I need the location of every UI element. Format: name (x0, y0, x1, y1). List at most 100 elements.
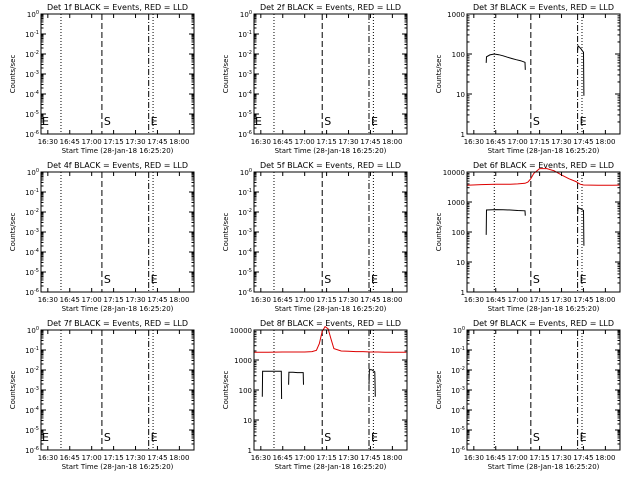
x-tick-label: 17:15 (530, 454, 550, 462)
y-tick-label: 10-6 (451, 446, 465, 455)
plot-frame (40, 171, 195, 293)
x-tick-label: 17:45 (147, 296, 167, 304)
x-axis-label: Start Time (28-Jan-18 16:25:20) (275, 463, 387, 471)
x-tick-label: 17:00 (295, 454, 315, 462)
y-tick-label: 10000 (443, 169, 465, 177)
y-tick-label: 10-6 (25, 446, 39, 455)
marker-label: S (324, 115, 331, 128)
x-tick-label: 17:45 (573, 138, 593, 146)
plot-title: Det 3f BLACK = Events, RED = LLD (473, 3, 614, 12)
y-tick-label: 100 (240, 168, 252, 177)
x-tick-label: 17:45 (360, 138, 380, 146)
x-tick-label: 17:30 (338, 296, 358, 304)
x-tick-label: 17:15 (104, 296, 124, 304)
x-tick-label: 18:00 (382, 138, 402, 146)
y-axis-label: Counts/sec (435, 371, 443, 410)
x-axis-label: Start Time (28-Jan-18 16:25:20) (488, 147, 600, 155)
x-tick-label: 17:45 (573, 454, 593, 462)
y-tick-label: 10-2 (451, 366, 465, 375)
x-tick-label: 17:00 (508, 138, 528, 146)
series-line (288, 371, 304, 385)
y-axis-label: Counts/sec (9, 371, 17, 410)
y-tick-label: 10-5 (25, 110, 39, 119)
y-tick-label: 10-6 (25, 288, 39, 297)
x-tick-label: 17:45 (360, 296, 380, 304)
x-tick-label: 16:45 (60, 296, 80, 304)
y-tick-label: 100 (453, 326, 465, 335)
x-axis-label: Start Time (28-Jan-18 16:25:20) (488, 305, 600, 313)
x-tick-label: 16:45 (60, 454, 80, 462)
plot-title: Det 7f BLACK = Events, RED = LLD (47, 319, 188, 328)
x-tick-label: 18:00 (169, 138, 189, 146)
series-line (261, 370, 283, 400)
y-tick-label: 10-2 (238, 208, 252, 217)
x-tick-label: 17:15 (104, 138, 124, 146)
x-tick-label: 17:30 (551, 296, 571, 304)
plot-frame (40, 329, 195, 451)
x-tick-label: 17:45 (147, 454, 167, 462)
x-tick-label: 17:00 (295, 138, 315, 146)
plot-title: Det 6f BLACK = Events, RED = LLD (473, 161, 614, 170)
marker-label: S (104, 115, 111, 128)
y-axis-label: Counts/sec (222, 55, 230, 94)
x-axis-label: Start Time (28-Jan-18 16:25:20) (275, 305, 387, 313)
marker-label: S (533, 431, 540, 444)
y-tick-label: 100 (452, 51, 465, 59)
y-tick-label: 10000 (230, 327, 252, 335)
x-tick-label: 16:45 (60, 138, 80, 146)
x-tick-label: 17:00 (82, 138, 102, 146)
x-tick-label: 17:00 (82, 454, 102, 462)
edge-label: E (42, 431, 49, 444)
y-tick-label: 10-4 (25, 248, 39, 257)
marker-label: E (580, 431, 587, 444)
y-tick-label: 10-5 (238, 110, 252, 119)
plot-panel: Det 9f BLACK = Events, RED = LLD Counts/s… (435, 319, 621, 471)
y-tick-label: 10 (456, 91, 465, 99)
x-tick-label: 17:30 (338, 454, 358, 462)
y-tick-label: 100 (27, 326, 39, 335)
x-tick-label: 16:45 (486, 138, 506, 146)
y-tick-label: 1 (248, 447, 252, 455)
marker-label: S (533, 273, 540, 286)
x-tick-label: 16:30 (464, 454, 484, 462)
x-tick-label: 18:00 (382, 296, 402, 304)
plot-title: Det 8f BLACK = Events, RED = LLD (260, 319, 401, 328)
y-tick-label: 10-3 (25, 228, 39, 237)
x-tick-label: 17:30 (125, 454, 145, 462)
x-tick-label: 17:15 (317, 454, 337, 462)
y-axis-label: Counts/sec (435, 55, 443, 94)
x-tick-label: 18:00 (595, 454, 615, 462)
plot-title: Det 2f BLACK = Events, RED = LLD (260, 3, 401, 12)
x-tick-label: 17:00 (295, 296, 315, 304)
x-tick-label: 16:30 (251, 454, 271, 462)
marker-label: E (580, 273, 587, 286)
y-tick-label: 10-4 (451, 406, 465, 415)
x-tick-label: 17:30 (125, 138, 145, 146)
x-tick-label: 17:00 (508, 296, 528, 304)
x-tick-label: 17:30 (551, 138, 571, 146)
x-axis-label: Start Time (28-Jan-18 16:25:20) (488, 463, 600, 471)
marker-label: E (151, 115, 158, 128)
series-line (368, 369, 376, 397)
series-line (254, 325, 407, 353)
y-tick-label: 10-2 (25, 208, 39, 217)
y-tick-label: 10-6 (238, 130, 252, 139)
y-axis-label: Counts/sec (435, 213, 443, 252)
y-tick-label: 10-5 (25, 268, 39, 277)
x-tick-label: 18:00 (169, 454, 189, 462)
marker-label: E (371, 431, 378, 444)
marker-label: E (151, 431, 158, 444)
x-tick-label: 16:30 (38, 454, 58, 462)
x-tick-label: 16:45 (273, 138, 293, 146)
x-tick-label: 17:15 (530, 138, 550, 146)
plot-panel: Det 8f BLACK = Events, RED = LLD Counts/s… (222, 319, 408, 471)
y-tick-label: 10-1 (238, 188, 252, 197)
x-tick-label: 17:15 (317, 296, 337, 304)
marker-label: E (371, 273, 378, 286)
x-tick-label: 17:45 (360, 454, 380, 462)
marker-label: S (533, 115, 540, 128)
x-tick-label: 16:30 (38, 138, 58, 146)
plot-panel: Det 7f BLACK = Events, RED = LLD Counts/s… (9, 319, 195, 471)
plot-panel: Det 2f BLACK = Events, RED = LLD Counts/s… (222, 3, 408, 155)
y-tick-label: 10-3 (25, 70, 39, 79)
